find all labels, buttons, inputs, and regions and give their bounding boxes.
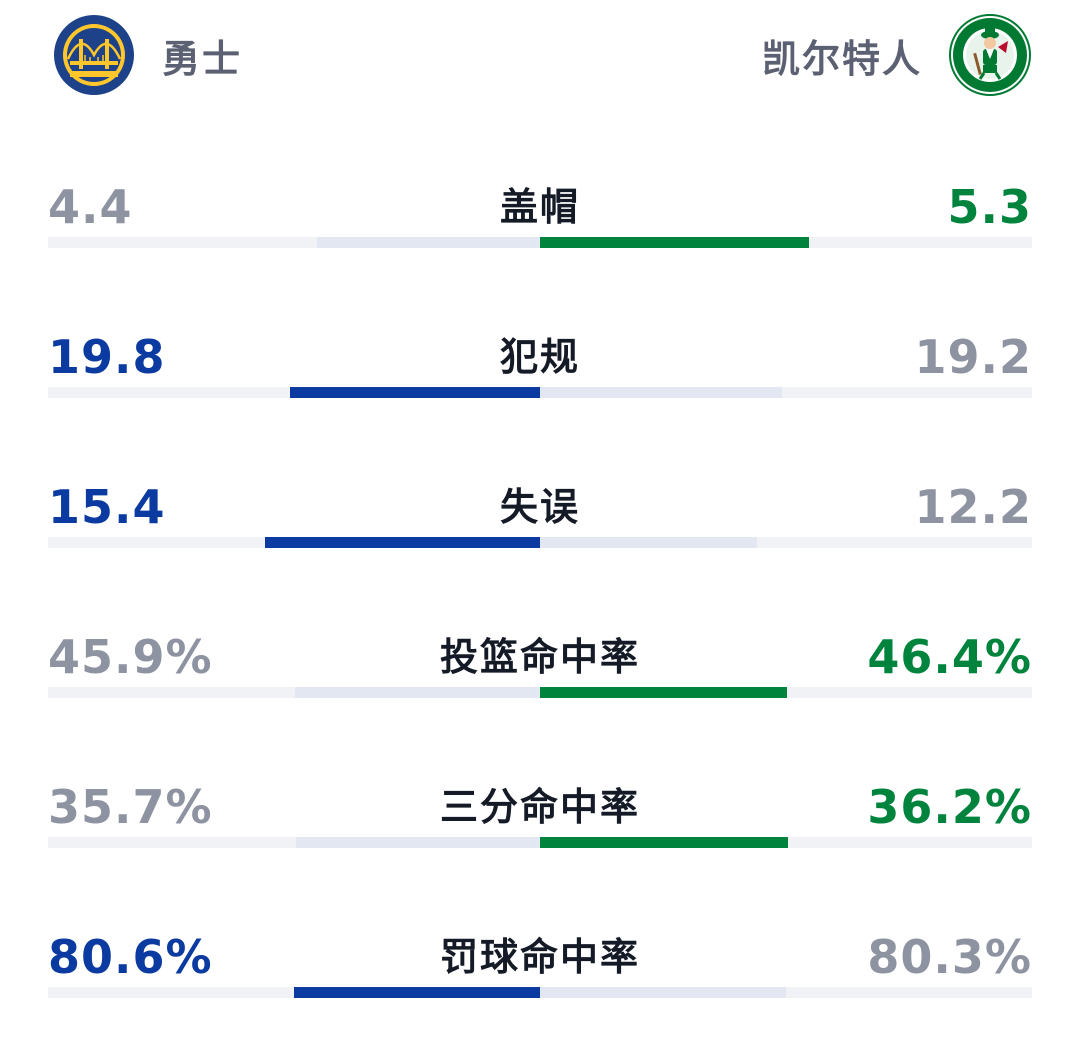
team-header: 勇士 凯尔特人 bbox=[0, 0, 1080, 110]
away-stat-value: 46.4% bbox=[867, 630, 1032, 684]
away-stat-value: 36.2% bbox=[867, 780, 1032, 834]
stat-row-turnovers: 15.4 失误 12.2 bbox=[48, 450, 1032, 600]
stat-row-3pt-pct: 35.7% 三分命中率 36.2% bbox=[48, 750, 1032, 900]
home-stat-bar bbox=[295, 687, 540, 698]
stat-bar-track bbox=[48, 537, 1032, 548]
home-stat-bar bbox=[290, 387, 540, 398]
celtics-logo-icon bbox=[949, 14, 1031, 96]
away-stat-bar bbox=[540, 387, 782, 398]
away-stat-bar bbox=[540, 237, 809, 248]
stat-bar-track bbox=[48, 387, 1032, 398]
stat-label: 投篮命中率 bbox=[439, 635, 640, 679]
away-stat-value: 5.3 bbox=[947, 180, 1032, 234]
away-stat-bar bbox=[540, 837, 788, 848]
away-stat-bar bbox=[540, 987, 786, 998]
stat-bar-track bbox=[48, 987, 1032, 998]
away-stat-bar bbox=[540, 687, 787, 698]
stat-bar-track bbox=[48, 687, 1032, 698]
stat-label: 犯规 bbox=[499, 335, 580, 379]
stat-bar-track bbox=[48, 237, 1032, 248]
home-stat-value: 80.6% bbox=[48, 930, 213, 984]
away-stat-value: 12.2 bbox=[914, 480, 1032, 534]
home-stat-bar bbox=[296, 837, 540, 848]
stat-row-fg-pct: 45.9% 投篮命中率 46.4% bbox=[48, 600, 1032, 750]
home-team-name: 勇士 bbox=[162, 36, 243, 81]
home-stat-value: 35.7% bbox=[48, 780, 213, 834]
home-stat-bar bbox=[265, 537, 540, 548]
away-stat-value: 19.2 bbox=[914, 330, 1032, 384]
stat-row-blocks: 4.4 盖帽 5.3 bbox=[48, 150, 1032, 300]
stat-label: 三分命中率 bbox=[439, 785, 640, 829]
home-stat-value: 4.4 bbox=[48, 180, 133, 234]
stat-row-ft-pct: 80.6% 罚球命中率 80.3% bbox=[48, 900, 1032, 1050]
home-stat-bar bbox=[294, 987, 540, 998]
home-team[interactable]: 勇士 bbox=[52, 10, 242, 100]
home-stat-value: 19.8 bbox=[48, 330, 166, 384]
stat-comparison-list: 4.4 盖帽 5.3 19.8 犯规 19.2 15.4 失误 12.2 45.… bbox=[48, 150, 1032, 1050]
stat-label: 失误 bbox=[499, 485, 580, 529]
away-team[interactable]: 凯尔特人 bbox=[762, 10, 1032, 100]
stat-label: 盖帽 bbox=[499, 185, 580, 229]
away-team-name: 凯尔特人 bbox=[761, 36, 922, 81]
warriors-logo-icon bbox=[54, 15, 134, 95]
stat-bar-track bbox=[48, 837, 1032, 848]
away-stat-value: 80.3% bbox=[867, 930, 1032, 984]
away-stat-bar bbox=[540, 537, 757, 548]
home-stat-value: 45.9% bbox=[48, 630, 213, 684]
home-stat-bar bbox=[317, 237, 540, 248]
stat-row-fouls: 19.8 犯规 19.2 bbox=[48, 300, 1032, 450]
home-stat-value: 15.4 bbox=[48, 480, 166, 534]
stat-label: 罚球命中率 bbox=[439, 935, 640, 979]
